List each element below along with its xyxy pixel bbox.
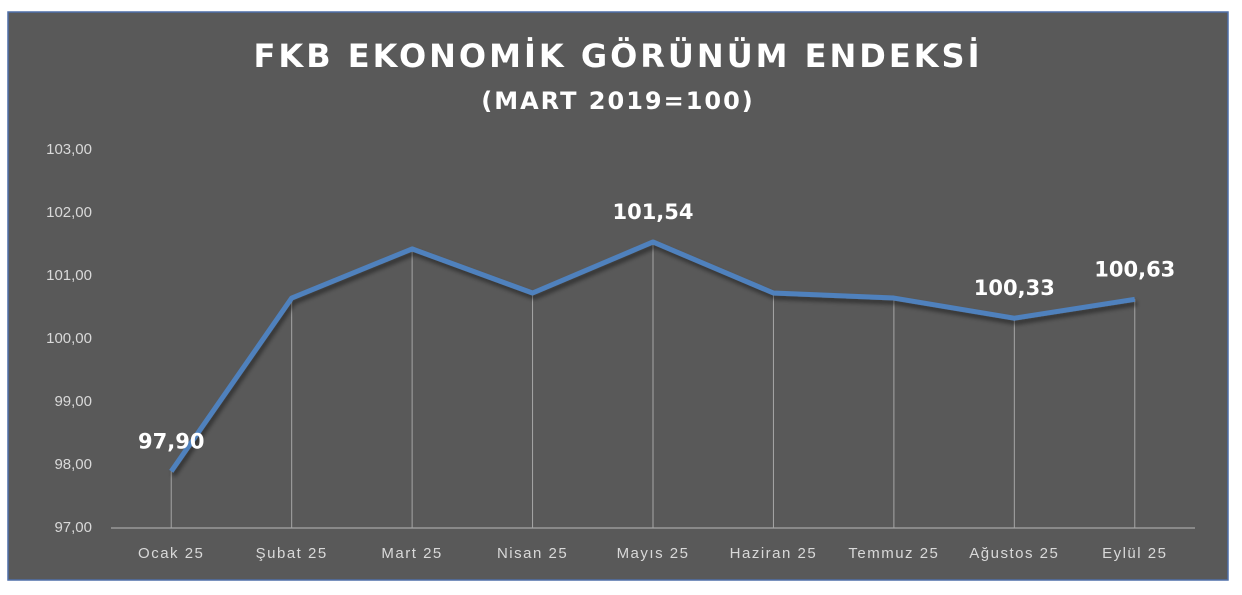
data-label: 97,90: [138, 429, 204, 453]
y-tick-label: 100,00: [46, 330, 92, 347]
y-tick-label: 102,00: [46, 204, 92, 221]
series-line: [169, 239, 1136, 473]
data-label: 101,54: [612, 200, 693, 224]
data-label: 100,33: [974, 276, 1055, 300]
x-tick-label: Ağustos 25: [969, 545, 1059, 562]
x-tick-label: Temmuz 25: [848, 545, 939, 562]
y-tick-label: 98,00: [54, 456, 92, 473]
data-label: 100,63: [1094, 257, 1175, 281]
x-tick-label: Eylül 25: [1102, 545, 1167, 562]
chart-subtitle: (MART 2019=100): [481, 87, 755, 115]
x-tick-label: Mayıs 25: [617, 545, 690, 562]
y-tick-label: 103,00: [46, 141, 92, 158]
chart-background: [7, 11, 1229, 581]
chart-title: FKB EKONOMİK GÖRÜNÜM ENDEKSİ: [254, 37, 983, 75]
y-tick-label: 97,00: [54, 519, 92, 536]
x-tick-label: Şubat 25: [256, 545, 328, 562]
x-tick-label: Ocak 25: [138, 545, 204, 562]
y-tick-label: 99,00: [54, 393, 92, 410]
x-tick-label: Mart 25: [381, 545, 442, 562]
x-tick-label: Haziran 25: [730, 545, 818, 562]
x-tick-label: Nisan 25: [497, 545, 568, 562]
y-tick-label: 101,00: [46, 267, 92, 284]
